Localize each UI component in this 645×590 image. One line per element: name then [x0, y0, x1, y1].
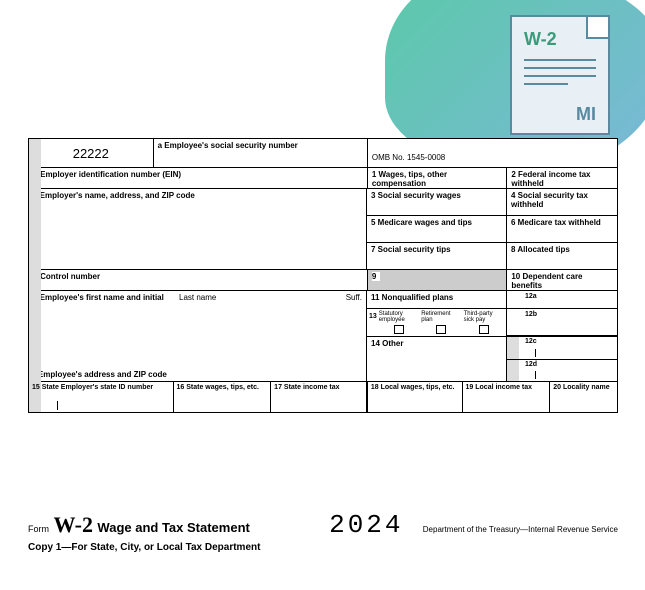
- box-b-ein: b Employer identification number (EIN): [29, 168, 368, 188]
- box-14-other: 14 Other: [367, 337, 507, 381]
- form-year: 2024: [329, 510, 403, 540]
- box-omb: OMB No. 1545-0008: [368, 139, 617, 167]
- checkbox-retirement[interactable]: [436, 325, 446, 334]
- box-3-ss-wages: 3 Social security wages: [367, 189, 507, 215]
- box-12c: 12c: [507, 337, 617, 360]
- box-15-state: 15 State Employer's state ID number: [29, 382, 174, 412]
- form-copy-line: Copy 1—For State, City, or Local Tax Dep…: [28, 542, 618, 553]
- box-8-alloc-tips: 8 Allocated tips: [507, 243, 617, 269]
- row-header: 22222 a Employee's social security numbe…: [29, 139, 617, 168]
- box-c-employer: c Employer's name, address, and ZIP code: [29, 189, 367, 269]
- box-code: 22222: [29, 139, 154, 167]
- box-20-locality: 20 Locality name: [550, 382, 617, 412]
- row-state-local: 15 State Employer's state ID number 16 S…: [29, 382, 617, 412]
- box-16-state-wages: 16 State wages, tips, etc.: [174, 382, 272, 412]
- row-employer: c Employer's name, address, and ZIP code…: [29, 189, 617, 270]
- box-13-checkboxes: 13 Statutory employee Retirement plan Th…: [367, 309, 507, 336]
- form-subtitle: Wage and Tax Statement: [97, 520, 249, 535]
- row-control: d Control number 9 10 Dependent care ben…: [29, 270, 617, 291]
- box-d-control: d Control number: [29, 270, 368, 290]
- form-department: Department of the Treasury—Internal Reve…: [423, 525, 618, 534]
- doc-icon-w2-label: W-2: [524, 29, 557, 50]
- checkbox-third-party[interactable]: [479, 325, 489, 334]
- box-a-ssn: a Employee's social security number: [154, 139, 368, 167]
- form-label: Form: [28, 524, 49, 534]
- row-ein-wages: b Employer identification number (EIN) 1…: [29, 168, 617, 189]
- box-12d: 12d: [507, 360, 617, 382]
- box-9: 9: [368, 270, 508, 290]
- box-11-nonqual: 11 Nonqualified plans: [367, 291, 507, 308]
- row-employee: e Employee's first name and initial Last…: [29, 291, 617, 382]
- box-5-medicare-wages: 5 Medicare wages and tips: [367, 216, 507, 242]
- form-w2-title: W-2: [53, 512, 93, 537]
- box-12b: 12b: [507, 309, 617, 336]
- w2-document-icon: W-2 MI: [510, 15, 610, 135]
- box-4-ss-tax: 4 Social security tax withheld: [507, 189, 617, 215]
- box-12a: 12a: [507, 291, 617, 308]
- box-7-ss-tips: 7 Social security tips: [367, 243, 507, 269]
- checkbox-statutory[interactable]: [394, 325, 404, 334]
- box-18-local-wages: 18 Local wages, tips, etc.: [368, 382, 463, 412]
- form-footer: Form W-2 Wage and Tax Statement 2024 Dep…: [28, 510, 618, 553]
- box-19-local-tax: 19 Local income tax: [463, 382, 551, 412]
- doc-icon-state-label: MI: [576, 104, 596, 125]
- box-2-fed-tax: 2 Federal income tax withheld: [507, 168, 617, 188]
- box-10-dep-care: 10 Dependent care benefits: [507, 270, 617, 290]
- box-6-medicare-tax: 6 Medicare tax withheld: [507, 216, 617, 242]
- box-1-wages: 1 Wages, tips, other compensation: [368, 168, 508, 188]
- box-17-state-tax: 17 State income tax: [271, 382, 368, 412]
- box-e-employee-name: e Employee's first name and initial Last…: [29, 291, 367, 381]
- w2-form: 22222 a Employee's social security numbe…: [28, 138, 618, 413]
